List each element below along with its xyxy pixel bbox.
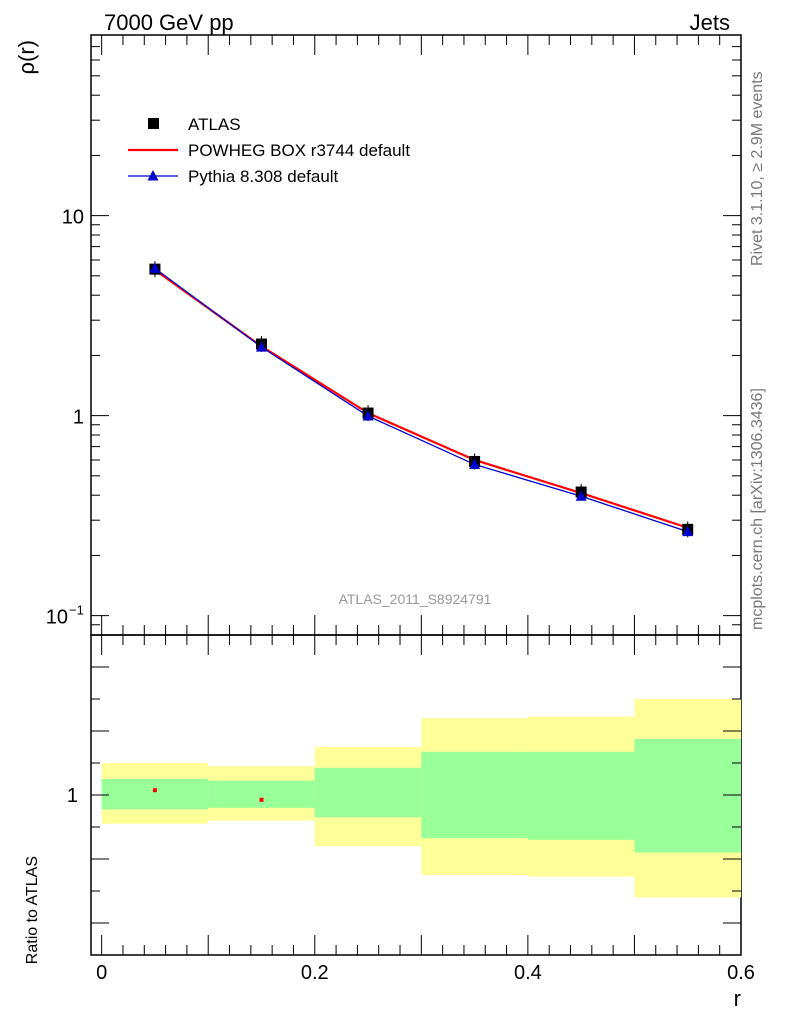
uncertainty-band-inner	[314, 767, 422, 818]
uncertainty-band-inner	[421, 751, 528, 839]
pythia-data-point	[575, 490, 587, 501]
y-tick-label: 10	[46, 607, 68, 629]
ratio-data-point	[152, 788, 157, 793]
pythia-data-point	[469, 458, 481, 469]
x-tick-label: 0	[96, 962, 107, 984]
legend-label: POWHEG BOX r3744 default	[188, 141, 410, 160]
x-tick-label: 0.2	[301, 962, 329, 984]
pythia-data-point	[149, 262, 161, 273]
header-right-title: Jets	[690, 10, 730, 35]
pythia-data-point	[255, 341, 267, 352]
ratio-plot-panel: 1 0 0.2 0.4 0.6	[67, 634, 755, 984]
legend-marker-atlas	[148, 118, 159, 129]
uncertainty-band-inner	[634, 739, 741, 853]
ratio-data-point	[259, 797, 264, 802]
x-axis-label: r	[734, 986, 741, 1011]
legend-label: Pythia 8.308 default	[188, 167, 339, 186]
series-line-1	[154, 269, 689, 529]
uncertainty-band-inner	[208, 780, 315, 808]
source-label: mcplots.cern.ch [arXiv:1306.3436]	[749, 388, 766, 630]
x-tick-label: 0.6	[727, 962, 755, 984]
ratio-y-axis-label: Ratio to ATLAS	[24, 856, 41, 964]
legend-marker-pythia	[147, 170, 159, 181]
ratio-y-tick-label: 1	[67, 785, 78, 807]
y-tick-label-exponent: −1	[69, 603, 84, 618]
pythia-data-point	[362, 410, 374, 421]
header-left-title: 7000 GeV pp	[104, 10, 234, 35]
rivet-label: Rivet 3.1.10, ≥ 2.9M events	[749, 71, 766, 266]
pythia-data-point	[682, 525, 694, 537]
legend-label: ATLAS	[188, 115, 241, 134]
x-tick-label: 0.4	[514, 962, 542, 984]
uncertainty-band-inner	[101, 779, 209, 810]
series-line-2	[154, 267, 688, 533]
y-tick-label: 10	[62, 207, 84, 229]
y-axis-label: ρ(r)	[14, 40, 39, 75]
analysis-watermark: ATLAS_2011_S8924791	[339, 591, 492, 607]
uncertainty-band-inner	[527, 751, 635, 840]
y-tick-label: 1	[73, 407, 84, 429]
